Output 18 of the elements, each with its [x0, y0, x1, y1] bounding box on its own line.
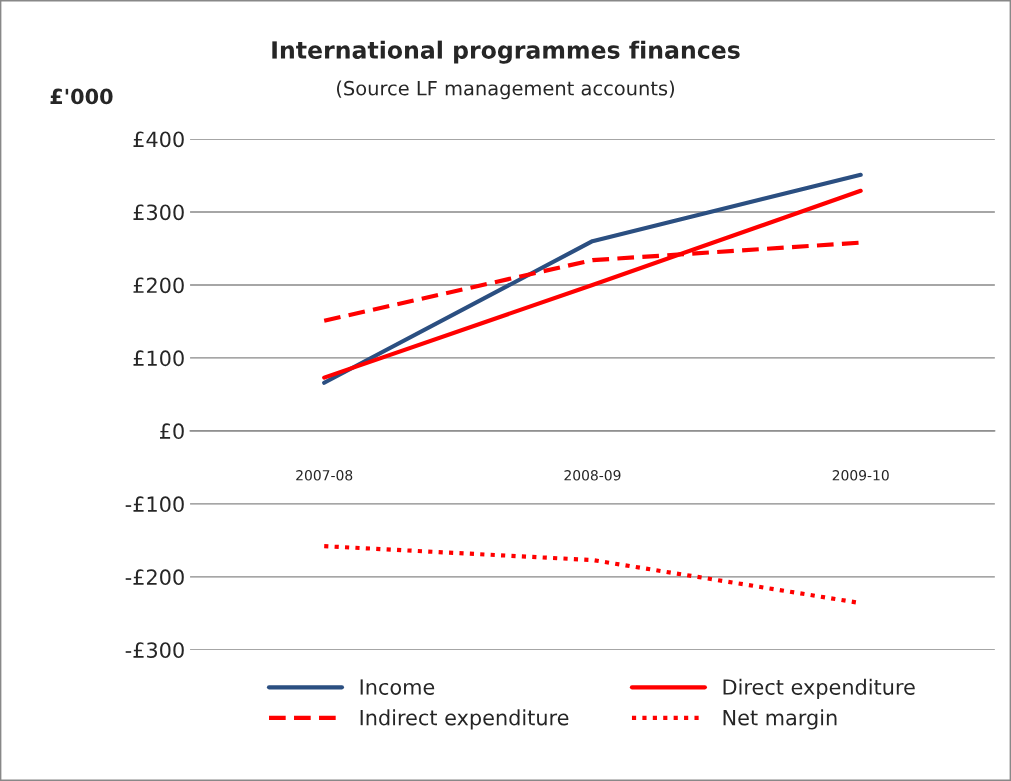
- y-tick-label: £400: [133, 131, 184, 148]
- y-tick-label: -£100: [125, 496, 184, 513]
- chart-title: International programmes finances: [272, 40, 740, 64]
- y-tick-label: -£300: [125, 642, 184, 658]
- x-tick-label: 2009-10: [832, 470, 889, 481]
- x-tick-label: 2007-08: [296, 470, 353, 481]
- y-tick-label: £0: [160, 423, 184, 440]
- legend-label: Direct expenditure: [723, 678, 915, 699]
- y-tick-label: -£200: [125, 569, 184, 586]
- x-tick-label: 2008-09: [564, 470, 621, 481]
- legend-label: Net margin: [723, 709, 837, 730]
- legend-label: Income: [360, 679, 435, 695]
- chart-subtitle: (Source LF management accounts): [336, 80, 675, 100]
- y-tick-label: £100: [133, 350, 184, 367]
- y-axis-title: £'000: [50, 88, 113, 105]
- y-tick-label: £300: [133, 204, 184, 221]
- y-tick-label: £200: [133, 277, 184, 294]
- legend-label: Indirect expenditure: [360, 709, 569, 730]
